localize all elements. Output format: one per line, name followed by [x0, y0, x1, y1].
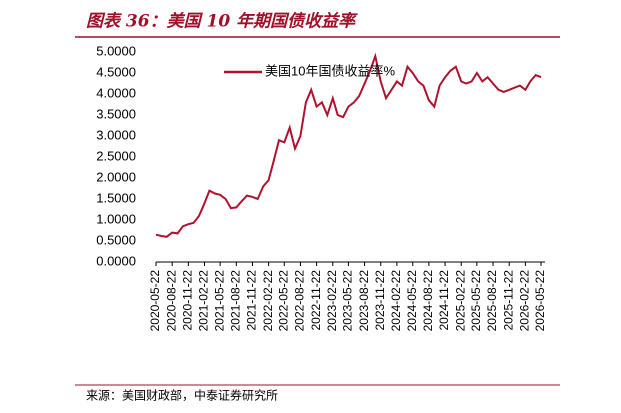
x-tick-label: 2021-05-22: [212, 270, 226, 332]
y-tick-label: 4.0000: [96, 85, 136, 100]
x-tick-label: 2024-05-22: [405, 270, 419, 332]
x-tick-label: 2025-05-22: [469, 270, 483, 332]
chart-title: 图表 36：美国 10 年期国债收益率: [86, 12, 358, 32]
legend-label: 美国10年国债收益率%: [265, 63, 395, 78]
x-tick-label: 2020-11-22: [181, 270, 195, 331]
x-tick-label: 2021-08-22: [228, 270, 242, 332]
y-tick-label: 3.5000: [96, 106, 136, 121]
x-tick-label: 2025-08-22: [485, 270, 499, 332]
x-tick-label: 2025-11-22: [501, 270, 515, 331]
line: [155, 52, 542, 238]
x-tick-label: 2022-11-22: [309, 270, 323, 331]
x-tick-label: 2021-11-22: [245, 270, 259, 331]
x-tick-label: 2023-08-22: [357, 270, 371, 332]
x-tick-label: 2023-02-22: [325, 270, 339, 332]
x-tick-label: 2023-05-22: [341, 270, 355, 332]
x-tick-label: 2021-02-22: [197, 270, 211, 332]
y-tick-label: 3.0000: [96, 127, 136, 142]
y-tick-label: 5.0000: [96, 43, 136, 58]
y-tick-label: 2.5000: [96, 148, 136, 163]
x-tick-label: 2022-08-22: [293, 270, 307, 332]
x-tick-label: 2020-08-22: [164, 270, 178, 332]
x-tick-label: 2024-08-22: [421, 270, 435, 332]
y-tick-label: 0.5000: [96, 232, 136, 247]
x-tick-label: 2022-05-22: [276, 270, 290, 332]
x-tick-label: 2022-02-22: [261, 270, 275, 332]
y-tick-label: 0.0000: [96, 253, 136, 268]
x-tick-label: 2023-11-22: [373, 270, 387, 331]
x-tick-label: 2024-11-22: [437, 270, 451, 331]
y-tick-label: 1.0000: [96, 211, 136, 226]
source: 来源：美国财政部，中泰证券研究所: [86, 388, 278, 403]
x-tick-label: 2025-02-22: [453, 270, 467, 332]
x-tick-label: 2026-02-22: [518, 270, 532, 332]
y-tick-label: 4.5000: [96, 64, 136, 79]
x-tick-label: 2024-02-22: [389, 270, 403, 332]
x-tick-label: 2026-05-22: [533, 270, 547, 332]
x-tick-label: 2020-05-22: [148, 270, 162, 332]
y-tick-label: 1.5000: [96, 190, 136, 205]
y-tick-label: 2.0000: [96, 169, 136, 184]
